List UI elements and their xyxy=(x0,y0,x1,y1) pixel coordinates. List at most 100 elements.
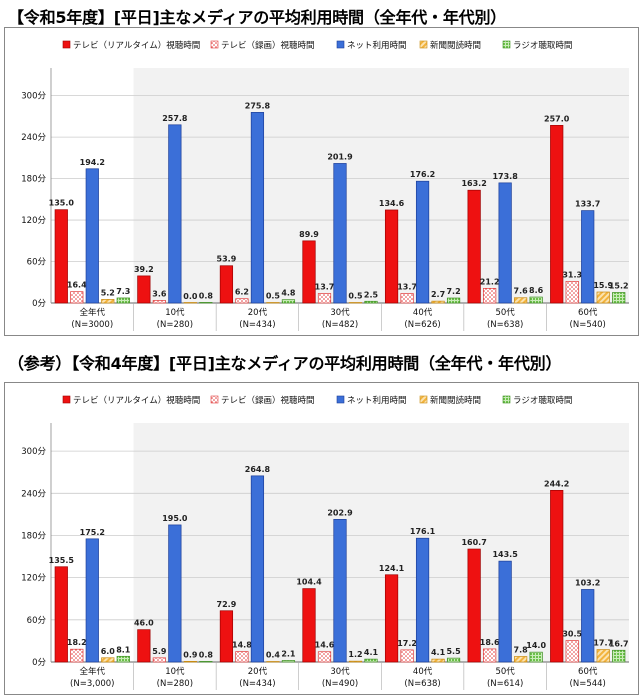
legend-label-tv-realtime: テレビ（リアルタイム）視聴時間 xyxy=(73,395,200,406)
data-label-radio: 16.7 xyxy=(609,639,629,648)
bar-radio xyxy=(199,302,213,304)
x-tick-sample-size: (N=638) xyxy=(404,679,440,689)
x-tick-sample-size: (N=490) xyxy=(322,679,358,689)
bar-tv-recorded xyxy=(317,651,332,663)
x-tick-label: 20代 xyxy=(248,666,268,677)
data-label-internet: 195.0 xyxy=(162,514,188,523)
data-label-radio: 8.1 xyxy=(116,645,131,654)
x-tick-sample-size: (N=434) xyxy=(239,679,275,689)
x-tick-label: 50代 xyxy=(495,307,515,318)
bar-radio xyxy=(446,297,461,304)
data-label-tv-recorded: 14.8 xyxy=(232,641,252,650)
bar-internet xyxy=(581,210,595,304)
x-tick-label: 40代 xyxy=(413,666,433,677)
data-label-internet: 176.1 xyxy=(410,527,436,536)
y-tick-label: 60分 xyxy=(27,258,47,268)
y-tick-label: 180分 xyxy=(21,531,46,541)
bar-tv-recorded xyxy=(152,300,166,304)
data-label-newspaper: 0.4 xyxy=(266,651,281,660)
bar-radio xyxy=(529,296,543,304)
data-label-tv-recorded: 14.6 xyxy=(315,641,335,650)
bar-tv-realtime xyxy=(550,489,564,663)
x-tick-label: 10代 xyxy=(165,307,185,318)
bar-internet xyxy=(85,538,99,663)
data-label-newspaper: 6.0 xyxy=(101,647,116,656)
bar-tv-realtime xyxy=(302,240,316,304)
bar-tv-recorded xyxy=(400,649,414,663)
data-label-tv-recorded: 16.4 xyxy=(67,281,87,290)
data-label-tv-realtime: 89.9 xyxy=(299,230,319,239)
data-label-newspaper: 7.8 xyxy=(514,646,529,655)
data-label-radio: 2.1 xyxy=(281,650,296,659)
legend-swatch-radio xyxy=(502,395,511,404)
bar-tv-recorded xyxy=(565,640,579,663)
y-tick-label: 300分 xyxy=(21,447,46,457)
bar-internet xyxy=(498,182,512,304)
bar-newspaper xyxy=(348,660,363,663)
data-label-tv-realtime: 134.6 xyxy=(379,199,405,208)
data-label-internet: 194.2 xyxy=(80,158,105,167)
data-label-tv-recorded: 30.5 xyxy=(562,630,582,639)
y-tick-label: 120分 xyxy=(21,216,46,226)
bar-radio xyxy=(364,300,378,304)
legend-label-internet: ネット利用時間 xyxy=(347,40,407,51)
data-label-radio: 0.8 xyxy=(199,650,214,659)
bar-internet xyxy=(333,519,347,663)
bar-newspaper xyxy=(514,297,528,304)
bar-radio xyxy=(281,299,296,304)
x-tick-label: 60代 xyxy=(578,666,598,677)
data-label-internet: 176.2 xyxy=(410,170,435,179)
legend-label-newspaper: 新聞閲読時間 xyxy=(430,395,481,406)
data-label-tv-realtime: 163.2 xyxy=(461,179,486,188)
data-label-radio: 8.6 xyxy=(529,286,544,295)
x-tick-label: 50代 xyxy=(495,666,515,677)
chart-panel-reiwa5: テレビ（リアルタイム）視聴時間 テレビ（録画）視聴時間 ネット利用時間 新聞閲読時間 ラ… xyxy=(4,27,639,336)
legend-swatch-tv-realtime xyxy=(62,395,71,404)
data-label-newspaper: 2.7 xyxy=(431,290,445,299)
x-tick-label: 30代 xyxy=(330,666,350,677)
bar-internet xyxy=(415,537,430,663)
bar-tv-recorded xyxy=(70,648,84,663)
data-label-newspaper: 0.9 xyxy=(183,650,198,659)
data-label-radio: 15.2 xyxy=(609,281,629,290)
x-tick-sample-size: (N=626) xyxy=(404,320,440,330)
bar-tv-realtime xyxy=(219,610,234,663)
data-label-internet: 264.8 xyxy=(245,465,271,474)
data-label-tv-recorded: 18.6 xyxy=(480,638,500,647)
bar-newspaper xyxy=(596,291,610,304)
legend-swatch-tv-recorded xyxy=(210,40,219,49)
bar-newspaper xyxy=(266,661,280,663)
bar-newspaper xyxy=(348,302,363,304)
bar-radio xyxy=(446,657,461,663)
x-tick-label: 60代 xyxy=(578,307,598,318)
data-label-radio: 7.3 xyxy=(116,287,130,296)
data-label-newspaper: 15.9 xyxy=(593,281,613,290)
legend-label-newspaper: 新聞閲読時間 xyxy=(430,40,481,51)
data-label-newspaper: 5.2 xyxy=(101,288,115,297)
data-label-newspaper: 0.5 xyxy=(266,292,281,301)
bar-tv-realtime xyxy=(550,125,564,304)
bar-tv-recorded xyxy=(70,291,84,304)
chart-panel-reiwa4: テレビ（リアルタイム）視聴時間 テレビ（録画）視聴時間 ネット利用時間 新聞閲読時間 ラ… xyxy=(4,382,639,695)
data-label-internet: 202.9 xyxy=(327,508,353,517)
data-label-tv-realtime: 244.2 xyxy=(544,479,569,488)
data-label-tv-realtime: 257.0 xyxy=(544,114,570,123)
x-tick-label: 20代 xyxy=(248,307,268,318)
data-label-tv-realtime: 135.0 xyxy=(49,199,75,208)
bar-internet xyxy=(333,163,347,304)
age-group-background xyxy=(133,423,630,662)
bar-tv-recorded xyxy=(317,293,332,304)
data-label-radio: 0.8 xyxy=(199,291,214,300)
bar-tv-recorded xyxy=(235,298,249,304)
bar-tv-realtime xyxy=(467,189,481,304)
bar-internet xyxy=(415,180,430,304)
bar-newspaper xyxy=(596,649,610,663)
age-group-background xyxy=(133,68,630,303)
bar-radio xyxy=(612,649,626,663)
data-label-newspaper: 17.7 xyxy=(593,639,613,648)
x-tick-label: 全年代 xyxy=(80,666,106,677)
y-tick-label: 60分 xyxy=(27,616,47,626)
y-tick-label: 180分 xyxy=(21,175,46,185)
legend-swatch-radio xyxy=(502,40,511,49)
bar-internet xyxy=(168,524,182,663)
